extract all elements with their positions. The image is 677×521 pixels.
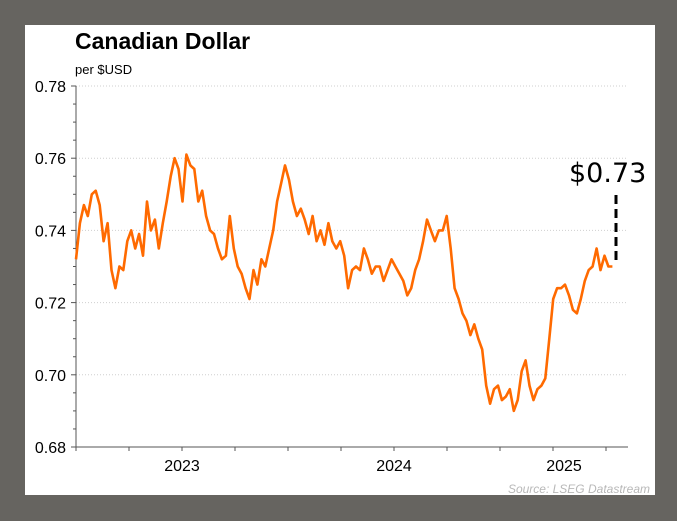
x-tick-label: 2024 — [376, 458, 412, 475]
y-tick-label: 0.78 — [35, 79, 66, 96]
x-axis-labels: 2023 2024 2025 — [164, 458, 582, 475]
y-axis-labels: 0.78 0.76 0.74 0.72 0.70 0.68 — [35, 79, 66, 457]
chart-title: Canadian Dollar — [75, 28, 251, 54]
y-tick-label: 0.70 — [35, 368, 66, 385]
y-tick-label: 0.72 — [35, 296, 66, 313]
x-tick-label: 2025 — [546, 458, 582, 475]
x-tick-label: 2023 — [164, 458, 200, 475]
annotation-label: $0.73 — [569, 158, 647, 189]
y-tick-label: 0.68 — [35, 440, 66, 457]
chart-panel — [25, 25, 655, 495]
chart-subtitle: per $USD — [75, 62, 133, 77]
y-tick-label: 0.76 — [35, 151, 66, 168]
axes — [71, 85, 628, 451]
series-line-cad — [74, 153, 613, 413]
source-note: Source: LSEG Datastream — [507, 482, 650, 496]
y-tick-label: 0.74 — [35, 223, 66, 240]
gridlines — [76, 85, 628, 376]
